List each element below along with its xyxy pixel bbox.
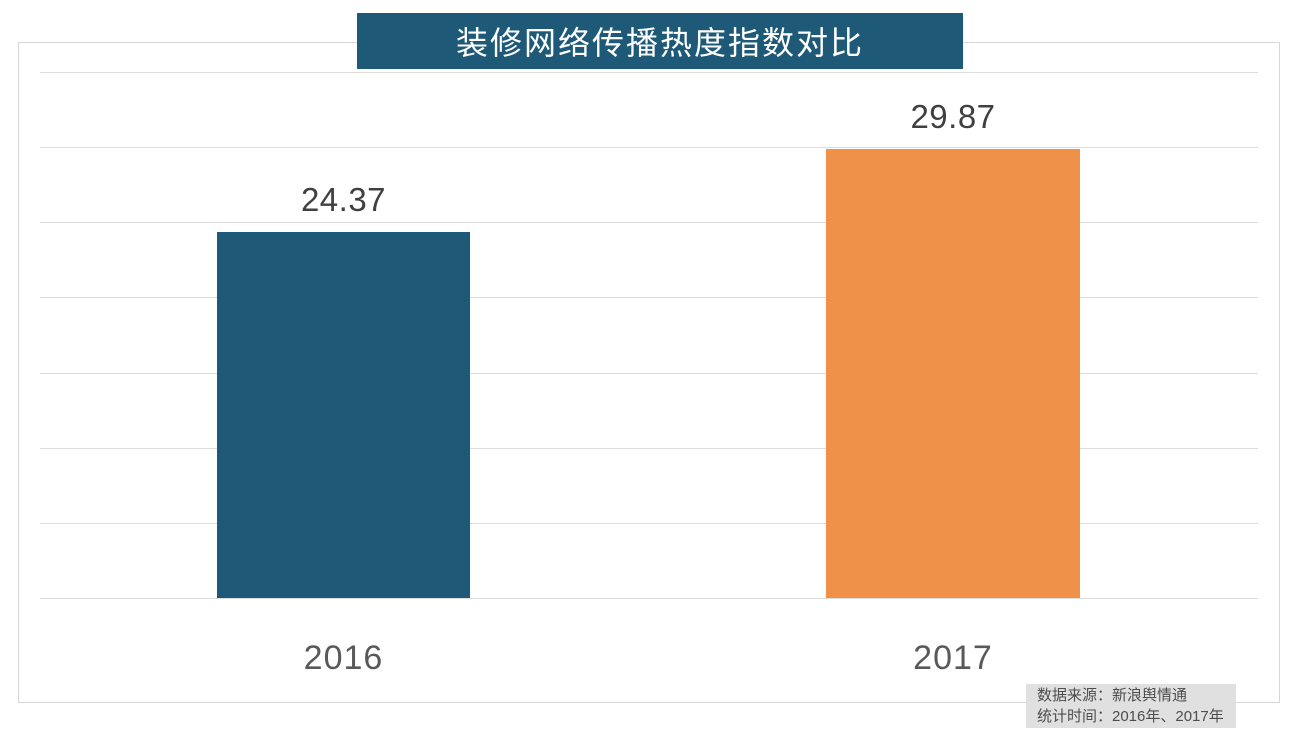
bar-2017 [826,149,1080,598]
gridline [40,72,1258,73]
gridline [40,297,1258,299]
bar-group-2016: 24.37 2016 [217,180,470,677]
gridline [40,522,1258,524]
bar-group-2017: 29.87 2017 [826,98,1080,677]
chart-title: 装修网络传播热度指数对比 [455,25,864,61]
source-note: 数据来源：新浪舆情通 统计时间：2016年、2017年 [1026,684,1236,728]
gridline [40,447,1258,449]
bar-2016 [217,231,470,598]
category-label-2017: 2017 [913,639,993,677]
value-label-2017: 29.87 [910,98,996,136]
gridline [40,372,1258,374]
chart-title-banner: 装修网络传播热度指数对比 [357,13,963,69]
source-note-line1: 数据来源：新浪舆情通 [1037,687,1188,704]
category-label-2016: 2016 [303,639,384,677]
gridline [40,147,1258,149]
plot-area: 24.37 2016 29.87 2017 [40,72,1258,677]
value-label-2016: 24.37 [300,180,387,218]
gridline [40,598,1258,599]
gridline [40,222,1258,224]
source-note-line2: 统计时间：2016年、2017年 [1037,708,1224,725]
